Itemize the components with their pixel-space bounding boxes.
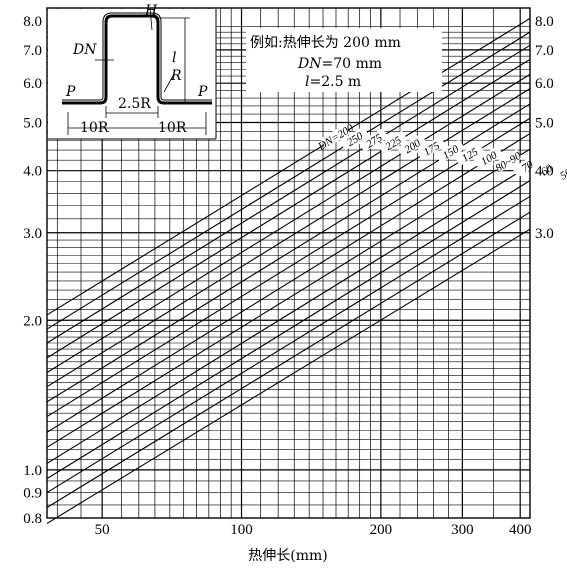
- series-line-14: [46, 228, 531, 524]
- y-tick-left: 0.9: [23, 486, 42, 502]
- series-label-bg: [511, 153, 542, 178]
- y-tick-left: 2.0: [23, 313, 42, 329]
- series-label-bg: [435, 139, 465, 164]
- series-label-bg: [454, 141, 485, 166]
- example-l: l=2.5 m: [305, 74, 361, 90]
- left-axis-ticks: 0.8 0.9 1.0 2.0 3.0 4.0 5.0 6.0 7.0 8.0: [23, 14, 42, 527]
- inset-diagram: H DN l R P P 2.5R 10R 10R: [48, 3, 217, 140]
- series-label-bg: [550, 161, 567, 186]
- series-lines: [46, 17, 531, 524]
- y-tick-right: 5.0: [535, 116, 554, 132]
- x-tick: 50: [95, 522, 110, 538]
- series-line-0: [46, 17, 531, 316]
- x-tick: 200: [370, 522, 393, 538]
- y-tick-left: 3.0: [23, 226, 42, 242]
- series-line-10: [46, 164, 531, 464]
- series-line-12: [46, 195, 531, 494]
- series-line-13: [46, 211, 531, 508]
- x-tick: 400: [509, 522, 532, 538]
- inset-10R-left: 10R: [80, 120, 109, 136]
- series-line-1: [46, 31, 531, 330]
- y-tick-left: 0.8: [23, 511, 42, 527]
- inset-DN: DN: [72, 42, 97, 58]
- x-tick: 100: [230, 522, 253, 538]
- x-axis-ticks: 50 100 200 300 400: [95, 522, 532, 538]
- y-tick-right: 7.0: [535, 43, 554, 59]
- series-line-8: [46, 133, 531, 433]
- series-line-3: [46, 58, 531, 359]
- inset-R: R: [170, 68, 182, 84]
- inset-H: H: [144, 3, 158, 19]
- x-tick: 300: [451, 522, 474, 538]
- example-box: 例如:热伸长为 200 mm DN=70 mm l=2.5 m: [246, 28, 442, 92]
- series-label-bg: [320, 124, 351, 149]
- y-tick-left: 4.0: [23, 164, 42, 180]
- series-line-5: [46, 88, 531, 388]
- series-label-bg: [377, 130, 408, 155]
- y-tick-right: 6.0: [535, 76, 554, 92]
- series-line-7: [46, 117, 531, 418]
- series-line-2: [46, 44, 531, 344]
- series-line-11: [46, 180, 531, 480]
- y-tick-right: 8.0: [535, 14, 554, 30]
- example-title: 例如:热伸长为 200 mm: [250, 35, 401, 51]
- series-label-12: 50: [558, 166, 567, 182]
- y-tick-left: 8.0: [23, 14, 42, 30]
- y-tick-left: 1.0: [23, 463, 42, 479]
- series-label-bg: [339, 126, 370, 151]
- x-axis-label: 热伸长(mm): [248, 548, 327, 564]
- pipe-loop: [62, 14, 212, 105]
- series-line-9: [46, 148, 531, 448]
- y-tick-right: 3.0: [535, 226, 554, 242]
- inset-l: l: [172, 50, 176, 66]
- y-tick-left: 7.0: [23, 43, 42, 59]
- inset-P-right: P: [197, 84, 208, 100]
- series-label-bg: [397, 133, 427, 158]
- series-label-bg: [358, 127, 389, 153]
- series-label-bg: [531, 156, 561, 182]
- series-label-bg: [416, 135, 446, 160]
- right-axis-ticks: 3.0 4.0 5.0 6.0 7.0 8.0: [535, 14, 554, 242]
- inset-2.5R: 2.5R: [118, 96, 151, 112]
- example-dn: DN=70 mm: [297, 56, 382, 72]
- series-line-4: [46, 73, 531, 373]
- series-label-bg: [473, 145, 504, 170]
- inset-P-left: P: [65, 84, 76, 100]
- series-label-bg: [492, 149, 523, 174]
- y-tick-left: 6.0: [23, 76, 42, 92]
- y-tick-left: 5.0: [23, 116, 42, 132]
- y-tick-right: 4.0: [535, 164, 554, 180]
- inset-10R-right: 10R: [158, 120, 187, 136]
- plot-frame: [46, 7, 531, 519]
